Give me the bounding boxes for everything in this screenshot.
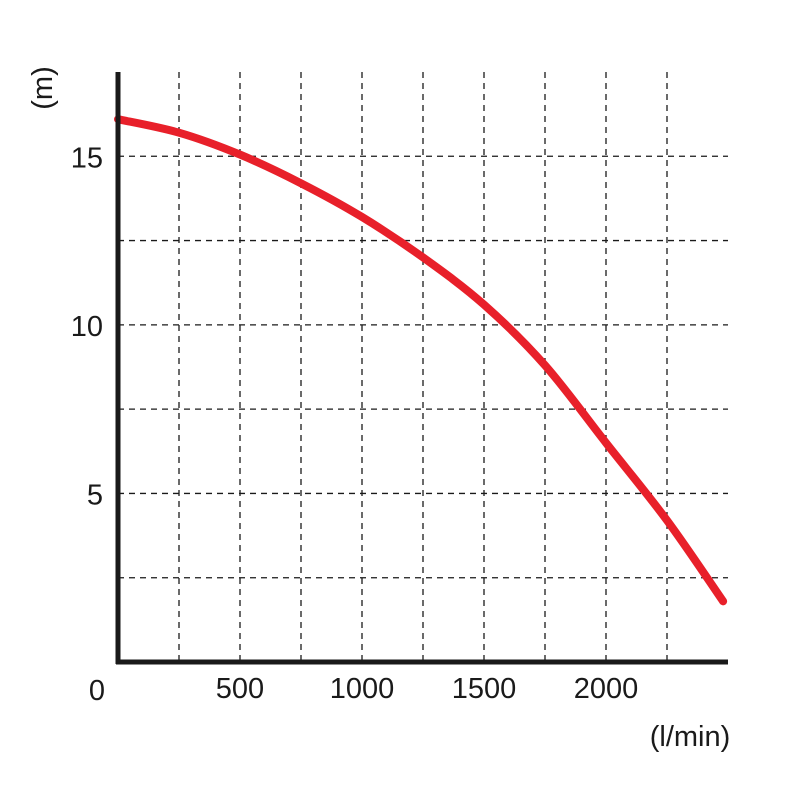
x-tick-label: 500	[216, 673, 264, 705]
x-tick-label: 1000	[330, 673, 395, 705]
y-tick-label: 15	[71, 142, 103, 174]
grid	[118, 72, 728, 662]
series-line	[114, 115, 728, 606]
y-tick-label: 5	[87, 479, 103, 511]
x-axis-title: (l/min)	[650, 721, 731, 753]
x-tick-label: 2000	[574, 673, 639, 705]
y-axis-title: (m)	[27, 66, 59, 109]
axes	[115, 72, 728, 665]
series-layer	[114, 115, 728, 606]
x-tick-label: 1500	[452, 673, 517, 705]
y-tick-label: 10	[71, 311, 103, 343]
tick-labels: 500 1000 1500 2000 5 10 15	[71, 142, 639, 705]
origin-label: 0	[89, 675, 105, 707]
